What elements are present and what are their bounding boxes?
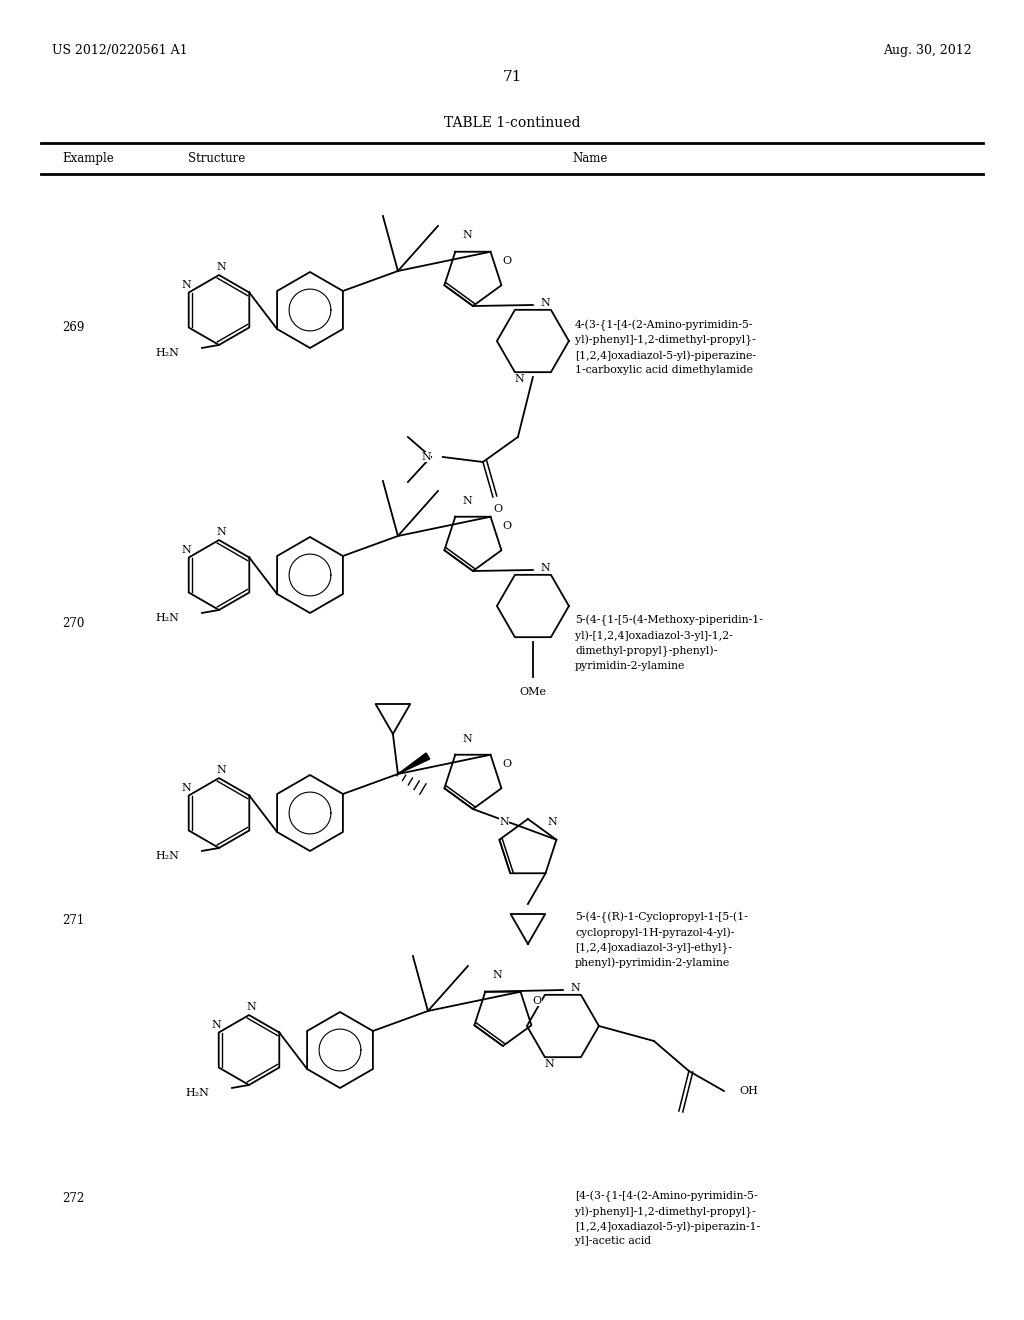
Text: N: N <box>462 734 472 743</box>
Polygon shape <box>398 752 430 774</box>
Text: O: O <box>503 256 512 267</box>
Text: 270: 270 <box>62 616 84 630</box>
Text: OMe: OMe <box>519 686 547 697</box>
Text: O: O <box>494 504 503 513</box>
Text: N: N <box>514 374 524 384</box>
Text: 272: 272 <box>62 1192 84 1205</box>
Text: H₂N: H₂N <box>185 1088 209 1098</box>
Text: N: N <box>216 527 226 537</box>
Text: N: N <box>182 280 191 289</box>
Text: 4-(3-{1-[4-(2-Amino-pyrimidin-5-
yl)-phenyl]-1,2-dimethyl-propyl}-
[1,2,4]oxadia: 4-(3-{1-[4-(2-Amino-pyrimidin-5- yl)-phe… <box>575 319 756 375</box>
Text: 271: 271 <box>62 913 84 927</box>
Text: 269: 269 <box>62 321 84 334</box>
Text: N: N <box>182 545 191 554</box>
Text: O: O <box>503 759 512 770</box>
Text: Name: Name <box>572 152 607 165</box>
Text: 5-(4-{1-[5-(4-Methoxy-piperidin-1-
yl)-[1,2,4]oxadiazol-3-yl]-1,2-
dimethyl-prop: 5-(4-{1-[5-(4-Methoxy-piperidin-1- yl)-[… <box>575 615 763 671</box>
Text: N: N <box>462 495 472 506</box>
Text: H₂N: H₂N <box>155 851 179 861</box>
Text: N: N <box>547 817 557 828</box>
Text: OH: OH <box>739 1086 758 1096</box>
Text: US 2012/0220561 A1: US 2012/0220561 A1 <box>52 44 187 57</box>
Text: N: N <box>544 1059 554 1069</box>
Text: N: N <box>499 817 509 828</box>
Text: Example: Example <box>62 152 114 165</box>
Text: N: N <box>540 564 550 573</box>
Text: N: N <box>493 970 502 981</box>
Text: N: N <box>182 783 191 792</box>
Text: O: O <box>503 521 512 531</box>
Text: N: N <box>540 298 550 308</box>
Text: H₂N: H₂N <box>155 612 179 623</box>
Text: N: N <box>216 766 226 775</box>
Text: [4-(3-{1-[4-(2-Amino-pyrimidin-5-
yl)-phenyl]-1,2-dimethyl-propyl}-
[1,2,4]oxadi: [4-(3-{1-[4-(2-Amino-pyrimidin-5- yl)-ph… <box>575 1191 760 1246</box>
Text: O: O <box>532 997 542 1006</box>
Text: N: N <box>216 263 226 272</box>
Text: 5-(4-{(R)-1-Cyclopropyl-1-[5-(1-
cyclopropyl-1H-pyrazol-4-yl)-
[1,2,4]oxadiazol-: 5-(4-{(R)-1-Cyclopropyl-1-[5-(1- cyclopr… <box>575 912 748 968</box>
Text: N: N <box>421 451 431 462</box>
Text: H₂N: H₂N <box>155 348 179 358</box>
Text: N: N <box>246 1002 256 1012</box>
Text: N: N <box>570 983 580 993</box>
Text: TABLE 1-continued: TABLE 1-continued <box>443 116 581 129</box>
Text: 71: 71 <box>503 70 521 83</box>
Text: Structure: Structure <box>188 152 246 165</box>
Text: N: N <box>212 1019 221 1030</box>
Text: N: N <box>462 231 472 240</box>
Text: Aug. 30, 2012: Aug. 30, 2012 <box>884 44 972 57</box>
